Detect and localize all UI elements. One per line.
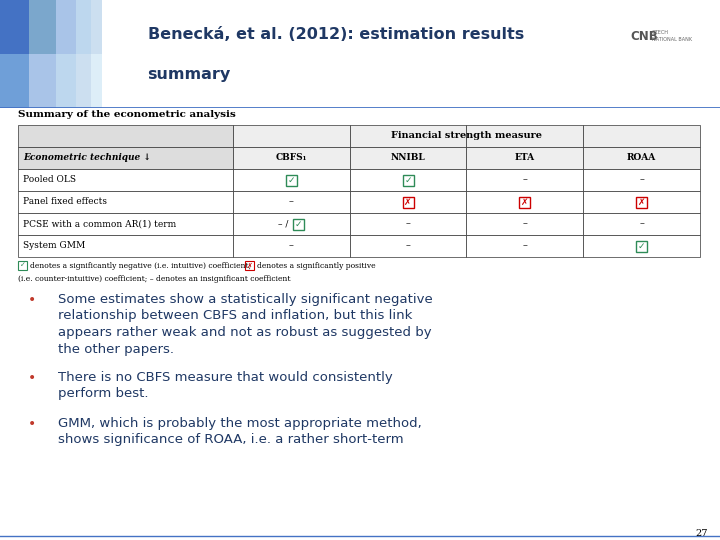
Bar: [583, 235, 700, 257]
Bar: [233, 147, 350, 169]
Bar: [245, 261, 254, 270]
Bar: [467, 191, 583, 213]
Text: ✗: ✗: [246, 262, 253, 268]
Text: –: –: [405, 241, 410, 251]
Bar: [18, 125, 233, 147]
Text: Pooled OLS: Pooled OLS: [23, 176, 76, 185]
Text: – /: – /: [278, 219, 289, 228]
Bar: [56, 54, 76, 108]
Bar: [402, 197, 413, 207]
Text: –: –: [405, 219, 410, 228]
Bar: [293, 219, 304, 230]
Bar: [519, 197, 531, 207]
Bar: [350, 191, 467, 213]
Text: PCSE with a common AR(1) term: PCSE with a common AR(1) term: [23, 219, 176, 228]
Bar: [18, 169, 233, 191]
Bar: [233, 235, 350, 257]
Bar: [18, 261, 27, 270]
Bar: [402, 174, 413, 186]
Text: Summary of the econometric analysis: Summary of the econometric analysis: [18, 110, 235, 119]
Text: ✗: ✗: [521, 198, 528, 206]
Bar: [56, 0, 76, 54]
Text: ✓: ✓: [19, 262, 25, 268]
Text: CBFS₁: CBFS₁: [276, 153, 307, 163]
Bar: [350, 235, 467, 257]
Bar: [636, 197, 647, 207]
Bar: [467, 213, 583, 235]
Bar: [18, 147, 233, 169]
Bar: [286, 174, 297, 186]
Bar: [76, 0, 91, 54]
Bar: [91, 54, 102, 108]
Text: ✗: ✗: [638, 198, 645, 206]
Text: (i.e. counter-intuitive) coefficient; – denotes an insignificant coefficient: (i.e. counter-intuitive) coefficient; – …: [18, 275, 290, 283]
Text: CNB: CNB: [630, 30, 658, 43]
Text: –: –: [523, 241, 527, 251]
Bar: [467, 235, 583, 257]
Bar: [350, 213, 467, 235]
Bar: [350, 147, 467, 169]
Text: •: •: [28, 371, 36, 385]
Bar: [233, 213, 350, 235]
Bar: [350, 125, 467, 147]
Text: NNIBL: NNIBL: [391, 153, 426, 163]
Text: –: –: [523, 219, 527, 228]
Bar: [18, 235, 233, 257]
Text: ✓: ✓: [294, 219, 302, 228]
Bar: [233, 169, 350, 191]
Bar: [636, 240, 647, 252]
Bar: [0, 0, 29, 54]
Text: Benecká, et al. (2012): estimation results: Benecká, et al. (2012): estimation resul…: [148, 27, 524, 42]
Bar: [76, 54, 91, 108]
Text: denotes a significantly negative (i.e. intuitive) coefficient;: denotes a significantly negative (i.e. i…: [30, 261, 251, 269]
Bar: [583, 191, 700, 213]
Bar: [467, 147, 583, 169]
Text: System GMM: System GMM: [23, 241, 85, 251]
Text: –: –: [289, 198, 294, 206]
Bar: [18, 213, 233, 235]
Text: ✓: ✓: [638, 241, 645, 251]
Bar: [583, 213, 700, 235]
Text: ROAA: ROAA: [627, 153, 656, 163]
Bar: [91, 0, 102, 54]
Bar: [233, 125, 350, 147]
Bar: [467, 125, 583, 147]
Text: Panel fixed effects: Panel fixed effects: [23, 198, 107, 206]
Text: ETA: ETA: [515, 153, 535, 163]
Text: There is no CBFS measure that would consistently
perform best.: There is no CBFS measure that would cons…: [58, 371, 392, 401]
Text: GMM, which is probably the most appropriate method,
shows significance of ROAA, : GMM, which is probably the most appropri…: [58, 417, 422, 447]
Text: Financial strength measure: Financial strength measure: [391, 132, 542, 140]
Text: •: •: [28, 293, 36, 307]
Text: ✓: ✓: [404, 176, 412, 185]
Bar: [583, 147, 700, 169]
Text: –: –: [523, 176, 527, 185]
Text: ✗: ✗: [404, 198, 412, 206]
Bar: [583, 125, 700, 147]
Bar: [233, 191, 350, 213]
Bar: [18, 191, 233, 213]
Text: ✓: ✓: [287, 176, 295, 185]
Bar: [583, 169, 700, 191]
Text: CZECH
NATIONAL BANK: CZECH NATIONAL BANK: [652, 30, 692, 42]
Text: 27: 27: [696, 529, 708, 538]
Text: Econometric technique ↓: Econometric technique ↓: [23, 153, 151, 163]
Text: –: –: [639, 219, 644, 228]
Bar: [0, 54, 29, 108]
Bar: [350, 169, 467, 191]
Text: –: –: [289, 241, 294, 251]
Bar: [29, 54, 56, 108]
Text: Some estimates show a statistically significant negative
relationship between CB: Some estimates show a statistically sign…: [58, 293, 433, 355]
Text: •: •: [28, 417, 36, 431]
Text: summary: summary: [148, 67, 231, 82]
Bar: [29, 0, 56, 54]
Text: –: –: [639, 176, 644, 185]
Text: denotes a significantly positive: denotes a significantly positive: [257, 261, 376, 269]
Bar: [467, 169, 583, 191]
